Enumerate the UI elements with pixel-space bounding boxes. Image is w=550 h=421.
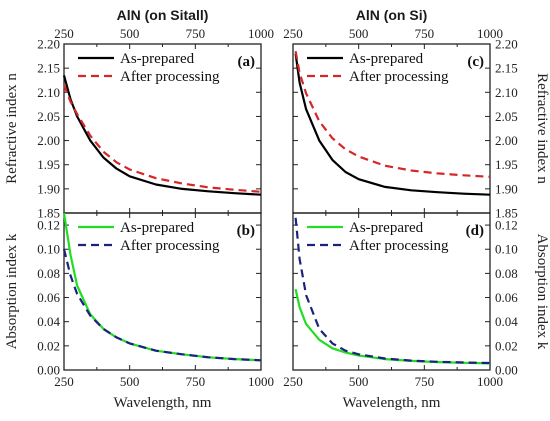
plot-frame xyxy=(63,212,262,371)
legend-label: After processing xyxy=(120,238,220,254)
y-tick-label: 0.10 xyxy=(495,242,518,257)
series-line-after-processing xyxy=(294,217,491,365)
y-tick-label: 2.05 xyxy=(37,109,60,124)
y-axis-label: Refractive index n xyxy=(4,73,20,184)
x-tick-label: 250 xyxy=(54,26,74,41)
legend-label: As-prepared xyxy=(349,51,424,67)
y-tick-label: 0.12 xyxy=(37,218,60,233)
y-tick-label: 0.10 xyxy=(37,242,60,257)
x-tick-label: 500 xyxy=(349,374,369,389)
y-tick-label: 1.95 xyxy=(495,157,518,172)
y-tick-label: 1.85 xyxy=(495,206,518,221)
x-tick-label: 750 xyxy=(186,26,206,41)
legend-label: After processing xyxy=(120,69,220,85)
legend-label: As-prepared xyxy=(120,51,195,67)
panel-c: AlN (on Si) 250 500 750 1000 1.85 1.90 1.95 2.00… xyxy=(283,7,550,221)
y-tick-label: 2.00 xyxy=(37,133,60,148)
series-line-after-processing xyxy=(62,84,262,193)
y-tick-label: 2.15 xyxy=(495,61,518,76)
y-tick-label: 1.90 xyxy=(37,181,60,196)
x-tick-label: 1000 xyxy=(248,374,274,389)
y-tick-label: 0.00 xyxy=(495,363,518,378)
y-tick-label: 0.06 xyxy=(495,290,518,305)
x-tick-label: 250 xyxy=(283,26,303,41)
legend-label: As-prepared xyxy=(120,220,195,236)
x-tick-label: 1000 xyxy=(477,374,503,389)
y-tick-label: 2.00 xyxy=(495,133,518,148)
y-tick-label: 2.05 xyxy=(495,109,518,124)
series-line-after-processing xyxy=(294,51,491,178)
x-axis-label: Wavelength, nm xyxy=(114,395,212,411)
panel-b: 250 500 750 1000 0.00 0.02 0.04 0.06 0.08 0.10 0.1… xyxy=(4,212,274,411)
series-line-after-processing xyxy=(62,248,262,362)
panel-label: (d) xyxy=(466,223,484,239)
y-tick-label: 2.10 xyxy=(495,85,518,100)
y-tick-label: 1.85 xyxy=(37,206,60,221)
x-tick-label: 250 xyxy=(54,374,74,389)
series-line-as-prepared xyxy=(62,212,262,362)
x-tick-label: 500 xyxy=(120,374,140,389)
y-tick-label: 0.04 xyxy=(37,314,60,329)
panel-label: (b) xyxy=(237,223,255,239)
x-tick-label: 250 xyxy=(283,374,303,389)
panel-a: AlN (on Sitall) 250 500 750 1000 1.85 1.90 1.95… xyxy=(4,7,274,221)
plot-frame xyxy=(292,212,491,371)
legend-label: After processing xyxy=(349,238,449,254)
y-tick-label: 0.02 xyxy=(37,338,60,353)
column-title: AlN (on Si) xyxy=(356,7,428,23)
series-line-as-prepared xyxy=(294,53,491,196)
y-tick-label: 0.08 xyxy=(495,266,518,281)
y-tick-label: 0.02 xyxy=(495,338,518,353)
x-axis-label: Wavelength, nm xyxy=(343,395,441,411)
x-tick-label: 750 xyxy=(415,26,435,41)
y-tick-label: 2.20 xyxy=(37,37,60,52)
y-tick-label: 1.90 xyxy=(495,181,518,196)
legend-label: After processing xyxy=(349,69,449,85)
x-tick-label: 500 xyxy=(120,26,140,41)
column-title: AlN (on Sitall) xyxy=(117,7,209,23)
y-tick-label: 0.06 xyxy=(37,290,60,305)
x-tick-label: 750 xyxy=(415,374,435,389)
y-tick-label: 0.00 xyxy=(37,363,60,378)
y-tick-label: 0.12 xyxy=(495,218,518,233)
x-tick-label: 750 xyxy=(186,374,206,389)
y-tick-label: 1.95 xyxy=(37,157,60,172)
legend-label: As-prepared xyxy=(349,220,424,236)
y-axis-label: Absorption index k xyxy=(4,233,20,349)
y-axis-label: Refractive index n xyxy=(534,73,550,184)
panel-label: (c) xyxy=(467,54,484,70)
y-tick-label: 2.15 xyxy=(37,61,60,76)
panel-label: (a) xyxy=(238,54,256,70)
x-tick-label: 500 xyxy=(349,26,369,41)
x-tick-label: 1000 xyxy=(248,26,274,41)
y-tick-label: 0.08 xyxy=(37,266,60,281)
x-tick-label: 1000 xyxy=(477,26,503,41)
series-line-as-prepared xyxy=(294,288,491,365)
y-tick-label: 0.04 xyxy=(495,314,518,329)
y-tick-label: 2.20 xyxy=(495,37,518,52)
y-axis-label: Absorption index k xyxy=(534,234,550,350)
series-line-as-prepared xyxy=(62,75,262,196)
y-tick-label: 2.10 xyxy=(37,85,60,100)
